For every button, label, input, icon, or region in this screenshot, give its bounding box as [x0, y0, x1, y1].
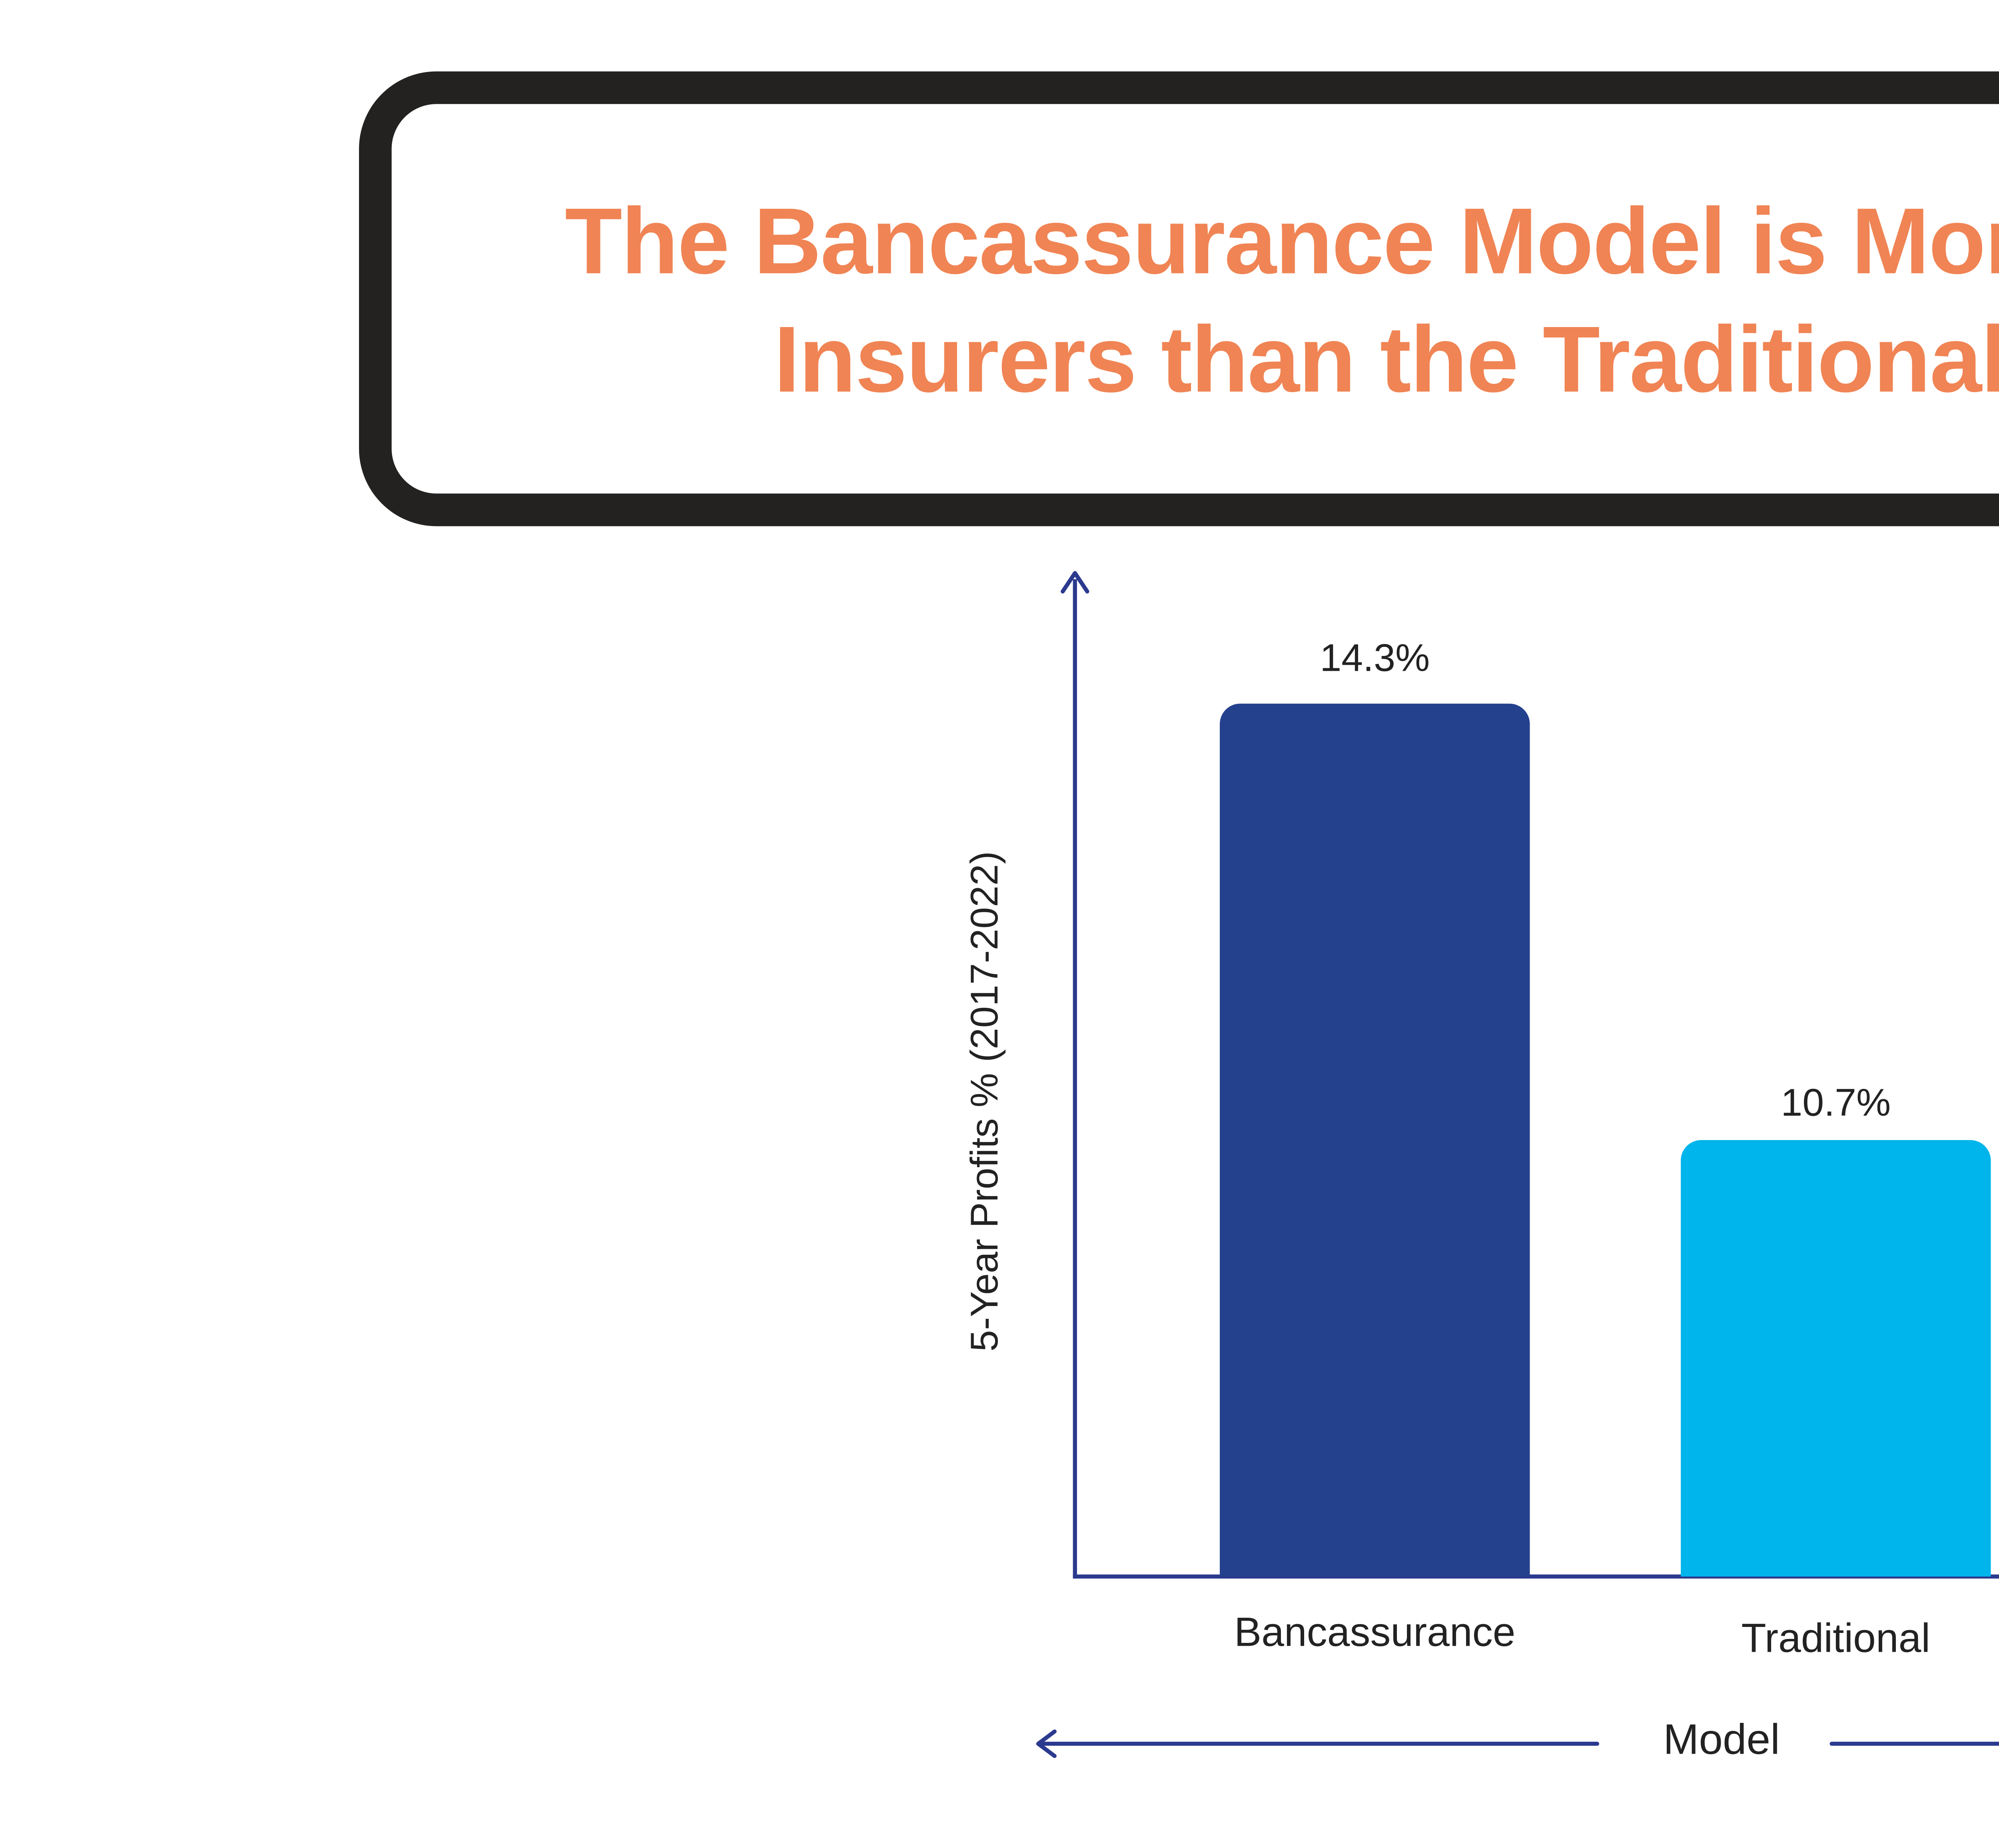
category-label-traditional: Traditional — [1741, 1617, 1931, 1663]
title-banner: The Bancassurance Model is More Profitab… — [359, 71, 1999, 526]
bar-traditional — [1681, 1140, 1991, 1577]
title-line-2: Insurers than the Traditional Approach — [774, 305, 1999, 411]
model-arrow-left-icon — [1036, 1729, 1057, 1758]
y-axis-title: 5-Year Profits % (2017-2022) — [965, 851, 1008, 1352]
x-axis-title: Model — [1663, 1717, 1780, 1764]
value-label-bancassurance: 14.3% — [1320, 638, 1430, 682]
y-axis-arrow-icon — [1061, 571, 1089, 594]
bar-bancassurance — [1219, 704, 1530, 1577]
value-label-traditional: 10.7% — [1781, 1083, 1891, 1126]
category-label-bancassurance: Bancassurance — [1234, 1611, 1516, 1656]
y-axis-line — [1073, 579, 1077, 1579]
title-line-1: The Bancassurance Model is More Profitab… — [565, 186, 1999, 293]
x-axis-line — [1073, 1574, 1999, 1579]
